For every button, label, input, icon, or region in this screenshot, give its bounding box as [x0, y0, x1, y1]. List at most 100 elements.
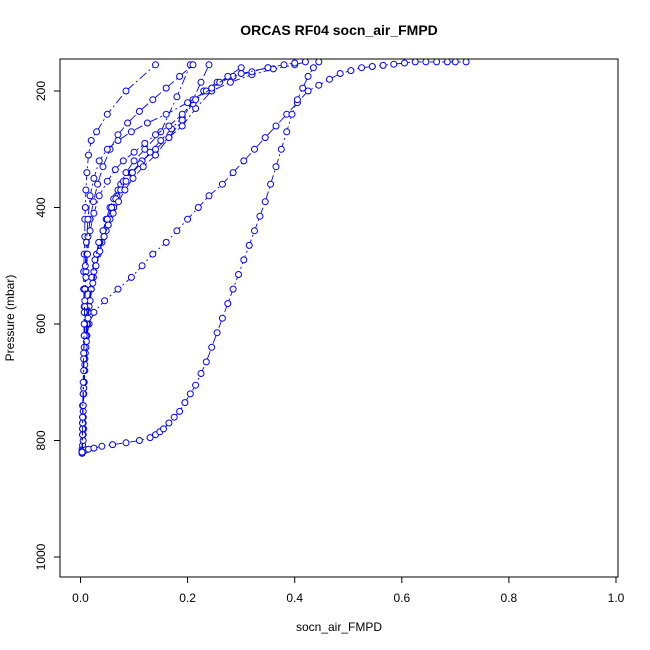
data-point: [149, 96, 157, 104]
data-point: [165, 134, 173, 142]
data-point: [90, 308, 98, 316]
data-point: [358, 64, 366, 72]
data-point: [95, 238, 103, 246]
data-point: [165, 419, 173, 427]
y-tick-label: 600: [34, 314, 48, 334]
data-point: [197, 370, 205, 377]
data-point: [130, 148, 138, 156]
data-point: [186, 390, 194, 398]
data-point: [451, 59, 459, 66]
data-point: [192, 96, 200, 104]
data-point: [146, 434, 154, 442]
data-point: [103, 145, 111, 153]
data-point: [347, 67, 355, 75]
series-5: [78, 59, 309, 456]
data-point: [108, 204, 116, 211]
y-axis-label: Pressure (mbar): [3, 275, 17, 362]
data-point: [379, 61, 387, 69]
data-point: [143, 119, 151, 127]
data-point: [251, 145, 258, 153]
data-point: [184, 99, 192, 107]
data-point: [240, 157, 248, 165]
data-point: [162, 238, 170, 246]
data-point: [245, 241, 253, 249]
data-point: [192, 381, 200, 389]
data-point: [90, 268, 98, 276]
data-point: [81, 361, 89, 369]
data-point: [315, 59, 323, 66]
data-point: [235, 271, 242, 278]
data-point: [411, 59, 419, 66]
data-point: [162, 84, 170, 92]
data-point: [181, 399, 189, 407]
data-point: [90, 209, 98, 217]
data-point: [390, 60, 398, 68]
data-point: [368, 63, 376, 70]
data-point: [170, 413, 178, 421]
series-line: [81, 67, 242, 453]
data-point: [197, 78, 205, 86]
data-point: [157, 137, 165, 144]
data-point: [189, 61, 197, 69]
chart-title: ORCAS RF04 socn_air_FMPD: [240, 22, 438, 38]
data-point: [152, 151, 159, 159]
data-point: [157, 128, 165, 136]
data-point: [165, 122, 173, 130]
y-tick-label: 1000: [34, 543, 48, 570]
data-point: [443, 59, 451, 66]
data-point: [95, 157, 103, 165]
data-point: [336, 70, 344, 77]
data-point: [299, 84, 307, 92]
data-point: [122, 439, 130, 447]
data-point: [280, 61, 288, 69]
data-point: [205, 61, 213, 69]
data-point: [240, 256, 248, 264]
data-point: [422, 59, 430, 66]
y-axis: 200 400 600 800 1000: [34, 81, 61, 570]
data-point: [82, 186, 90, 194]
data-point: [114, 137, 122, 144]
data-point: [122, 177, 130, 185]
data-point: [119, 157, 127, 165]
series-1: [78, 59, 470, 457]
series-10: [78, 64, 245, 456]
data-point: [89, 279, 97, 287]
series-line: [81, 64, 210, 453]
data-point: [205, 192, 213, 200]
data-point: [84, 215, 92, 223]
series-2: [78, 59, 323, 457]
x-tick-label: 0.2: [179, 591, 196, 605]
data-point: [304, 87, 312, 95]
data-point: [202, 358, 210, 366]
data-point: [208, 343, 216, 351]
data-point: [293, 96, 301, 104]
data-point: [89, 198, 97, 206]
data-point: [92, 262, 100, 270]
data-point: [178, 122, 186, 130]
data-point: [213, 329, 221, 337]
data-point: [184, 215, 192, 223]
data-point: [79, 437, 87, 444]
data-point: [272, 122, 280, 130]
x-tick-label: 0.6: [393, 591, 410, 605]
data-point: [283, 128, 291, 136]
data-point: [111, 166, 119, 174]
data-point: [103, 177, 111, 185]
data-point: [98, 442, 106, 450]
data-point: [78, 448, 86, 456]
data-point: [301, 59, 309, 66]
x-tick-label: 0.0: [72, 591, 89, 605]
data-point: [173, 93, 181, 101]
data-point: [109, 441, 117, 449]
data-point: [104, 221, 112, 229]
data-point: [86, 227, 94, 235]
y-tick-label: 400: [34, 197, 48, 217]
data-point: [146, 148, 154, 156]
data-point: [85, 151, 92, 159]
data-point: [90, 174, 98, 182]
data-point: [248, 68, 256, 76]
data-point: [173, 227, 181, 235]
data-point: [304, 72, 312, 80]
data-point: [218, 314, 226, 322]
data-point: [315, 81, 323, 89]
